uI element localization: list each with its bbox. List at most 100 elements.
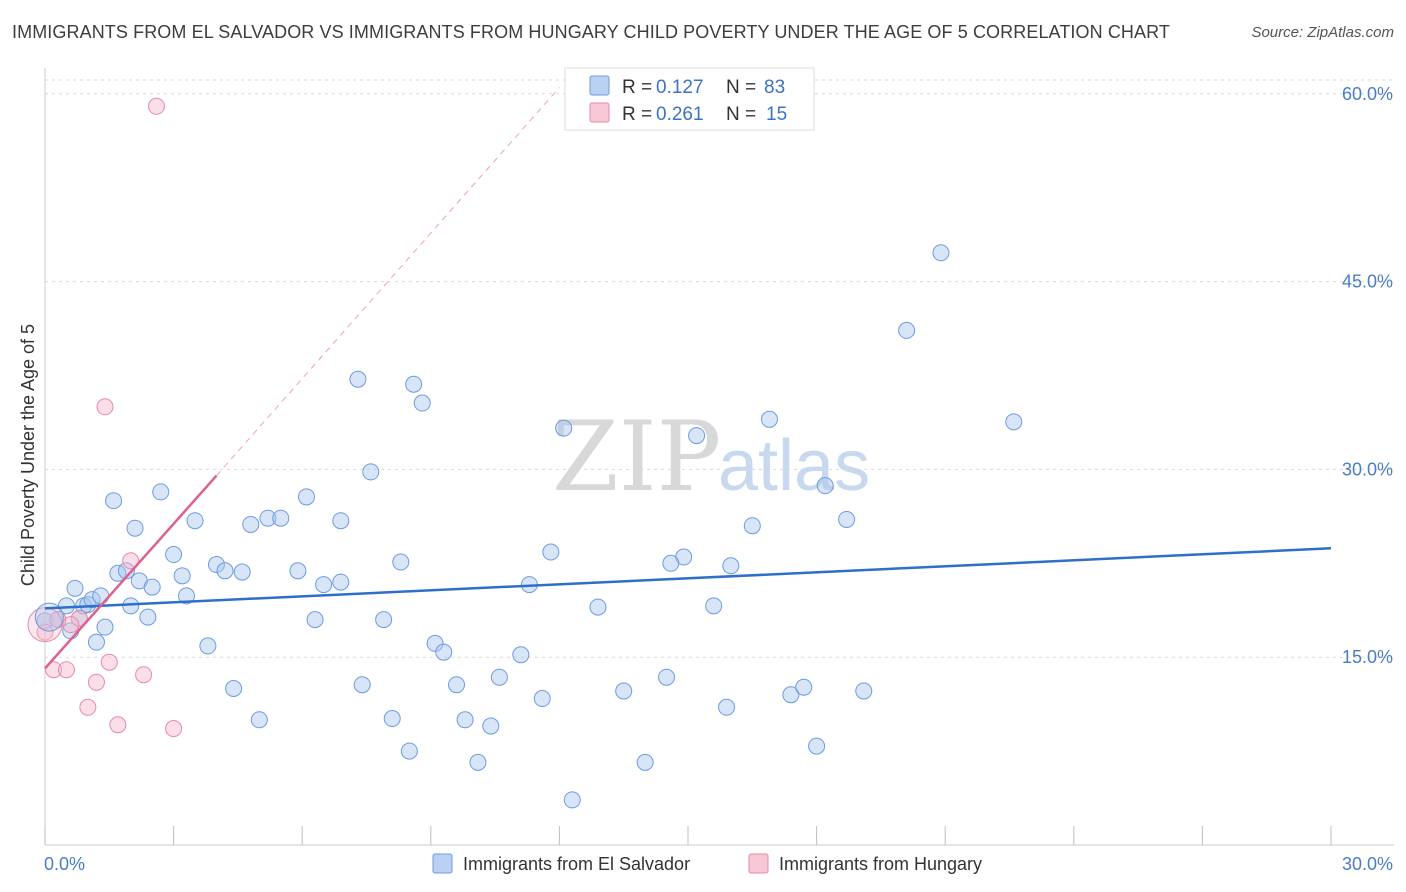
blue-point-75: [838, 510, 856, 528]
legend-n-label-0: N =: [726, 77, 756, 98]
blue-point-82: [332, 573, 350, 591]
legend-n-value-0: 83: [764, 77, 785, 98]
x-tick-label-max: 30.0%: [1342, 854, 1393, 874]
watermark-atlas: atlas: [718, 426, 870, 506]
blue-point-45: [400, 742, 418, 760]
blue-point-8: [83, 591, 101, 609]
blue-point-51: [456, 711, 474, 729]
blue-point-24: [186, 512, 204, 530]
y-tick-label-15: 15.0%: [1342, 647, 1393, 667]
legend-r-label-0: R =: [622, 77, 652, 98]
blue-point-80: [662, 554, 680, 572]
blue-point-78: [932, 244, 950, 262]
pink-point-8: [100, 653, 118, 671]
blue-point-52: [469, 753, 487, 771]
blue-point-36: [306, 611, 324, 629]
y-tick-labels: 15.0% 30.0% 45.0% 60.0%: [1342, 84, 1393, 667]
blue-point-66: [688, 427, 706, 445]
blue-point-16: [126, 519, 144, 537]
x-tick-labels: 0.0% 30.0%: [44, 854, 1393, 874]
blue-point-49: [435, 643, 453, 661]
blue-point-73: [808, 737, 826, 755]
axes-layer: [44, 68, 1394, 846]
blue-point-34: [289, 562, 307, 580]
pink-point-12: [147, 97, 165, 115]
blue-point-35: [297, 488, 315, 506]
blue-point-31: [250, 711, 268, 729]
blue-point-63: [636, 753, 654, 771]
blue-point-20: [152, 483, 170, 501]
blue-point-81: [705, 597, 723, 615]
legend-r-value-1: 0.261: [656, 104, 704, 125]
pink-point-4: [70, 609, 88, 627]
blue-point-79: [1005, 413, 1023, 431]
blue-point-67: [718, 698, 736, 716]
blue-point-28: [225, 679, 243, 697]
pink-trend-line: [44, 474, 218, 670]
blue-point-70: [760, 410, 778, 428]
legend-r-value-0: 0.127: [656, 77, 704, 98]
blue-point-72: [795, 678, 813, 696]
y-tick-label-45: 45.0%: [1342, 272, 1393, 292]
blue-point-37: [315, 576, 333, 594]
legend-r-label-1: R =: [622, 104, 652, 125]
blue-point-26: [207, 556, 225, 574]
bottom-legend-swatch-blue: [432, 853, 453, 874]
watermark: ZIP atlas: [552, 401, 870, 513]
blue-point-54: [490, 668, 508, 686]
pink-trend-extension: [216, 87, 560, 476]
blue-point-50: [448, 676, 466, 694]
legend-swatch-blue: [589, 75, 610, 96]
blue-point-74: [816, 477, 834, 495]
blue-point-18: [139, 608, 157, 626]
pink-point-13: [165, 720, 183, 738]
pink-point-1: [45, 661, 63, 679]
blue-point-39: [349, 370, 367, 388]
blue-trend-line: [44, 547, 1332, 610]
blue-point-59: [555, 419, 573, 437]
trend-layer: [44, 87, 1332, 670]
blue-point-32: [259, 509, 277, 527]
bottom-legend-swatch-pink: [748, 853, 769, 874]
blue-cluster-origin: [34, 602, 64, 632]
blue-point-44: [392, 553, 410, 571]
pink-point-3: [57, 661, 75, 679]
blue-point-30: [242, 515, 260, 533]
blue-point-40: [353, 676, 371, 694]
blue-point-77: [898, 321, 916, 339]
blue-point-57: [533, 690, 551, 708]
blue-point-42: [375, 611, 393, 629]
blue-point-14: [117, 562, 135, 580]
blue-point-23: [177, 587, 195, 605]
watermark-zip: ZIP: [552, 401, 721, 513]
pink-point-11: [135, 666, 153, 684]
blue-point-12: [105, 492, 123, 510]
legend-swatch-pink: [589, 102, 610, 123]
chart-title: IMMIGRANTS FROM EL SALVADOR VS IMMIGRANT…: [12, 22, 1170, 42]
blue-point-25: [199, 637, 217, 655]
blue-point-43: [383, 710, 401, 728]
blue-point-64: [658, 668, 676, 686]
blue-point-61: [589, 598, 607, 616]
pink-point-10: [122, 552, 140, 570]
blue-point-62: [615, 682, 633, 700]
bottom-legend-label-0: Immigrants from El Salvador: [463, 854, 690, 874]
pink-point-6: [87, 673, 105, 691]
series-legend: Immigrants from El Salvador Immigrants f…: [432, 853, 982, 874]
blue-point-41: [362, 463, 380, 481]
blue-point-48: [426, 634, 444, 652]
pink-point-5: [79, 698, 97, 716]
blue-point-46: [405, 375, 423, 393]
correlation-legend: R = 0.127 N = 83 R = 0.261 N = 15: [564, 67, 815, 131]
blue-point-19: [143, 578, 161, 596]
y-axis-label: Child Poverty Under the Age of 5: [18, 324, 38, 586]
blue-point-27: [216, 562, 234, 580]
blue-point-76: [855, 682, 873, 700]
bottom-legend-label-1: Immigrants from Hungary: [779, 854, 982, 874]
blue-point-60: [563, 791, 581, 809]
points-layer: [27, 97, 1023, 809]
blue-point-9: [87, 633, 105, 651]
blue-point-33: [272, 509, 290, 527]
blue-point-69: [743, 517, 761, 535]
